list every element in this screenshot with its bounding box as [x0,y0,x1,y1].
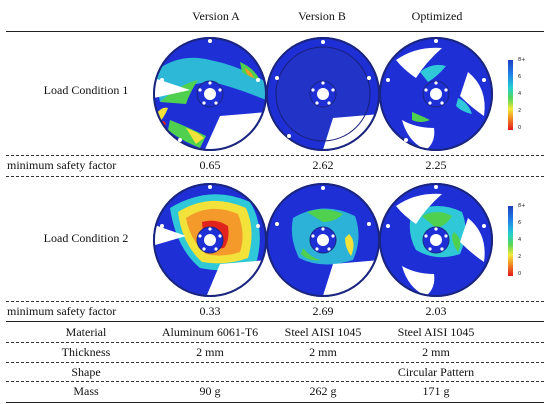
header-version-a: Version A [192,9,240,23]
colorbar-1-tick-0: 0 [518,125,522,131]
colorbar-1-tick-6: 6 [518,74,522,80]
colorbar-2 [508,206,513,276]
colorbar-2-tick-0: 0 [518,271,522,277]
colorbar-2-tick-2: 2 [518,254,522,260]
header-optimized: Optimized [411,9,463,23]
sf2-version-b: 2.69 [312,304,334,318]
version-a-load1-stress-plot [153,37,267,151]
material-version-a: Aluminum 6061-T6 [161,325,259,339]
table-bottom-rule [6,402,544,403]
material-label: Material [65,325,107,339]
material-optimized: Steel AISI 1045 [397,325,475,339]
shape-optimized: Circular Pattern [397,365,475,379]
thickness-version-a: 2 mm [196,345,224,359]
sf1-label: minimum safety factor [7,158,117,172]
sf1-version-b: 2.62 [312,158,334,172]
sf1-optimized: 2.25 [425,158,447,172]
sf2-version-a: 0.33 [199,304,221,318]
sf2-optimized: 2.03 [425,304,447,318]
colorbar-1-tick-2: 2 [518,108,522,114]
header-version-b: Version B [298,9,346,23]
sf1-top-rule [6,155,544,156]
thickness-optimized: 2 mm [422,345,450,359]
material-version-b: Steel AISI 1045 [284,325,362,339]
version-b-load2-stress-plot [266,183,380,297]
sf1-version-a: 0.65 [199,158,221,172]
mass-version-b: 262 g [309,384,337,398]
colorbar-2-tick-8: 8+ [518,203,526,209]
thickness-version-b: 2 mm [309,345,337,359]
optimized-load2-stress-plot [379,183,493,297]
mass-optimized: 171 g [422,384,450,398]
colorbar-1-tick-4: 4 [518,91,522,97]
shape-label: Shape [71,365,101,379]
material-rule [6,342,544,343]
colorbar-1 [508,60,513,130]
sf2-bottom-rule [6,321,544,322]
sf2-label: minimum safety factor [7,304,117,318]
mass-version-a: 90 g [199,384,221,398]
colorbar-1-tick-8: 8+ [518,57,526,63]
sf1-bottom-rule [6,176,544,177]
colorbar-2-tick-4: 4 [518,237,522,243]
optimized-load1-stress-plot [379,37,493,151]
colorbar-2-tick-6: 6 [518,220,522,226]
version-a-load2-stress-plot [153,183,267,297]
thickness-rule [6,362,544,363]
load-condition-2-label: Load Condition 2 [43,231,129,245]
version-b-load1-stress-plot [266,37,380,151]
header-rule [6,31,544,32]
thickness-label: Thickness [61,345,111,359]
shape-rule [6,381,544,382]
load-condition-1-label: Load Condition 1 [43,83,129,97]
mass-label: Mass [73,384,99,398]
sf2-top-rule [6,301,544,302]
